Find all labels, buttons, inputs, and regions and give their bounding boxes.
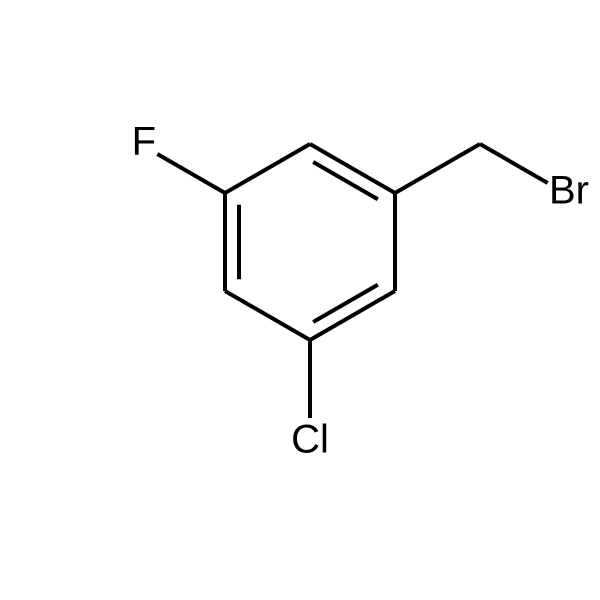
atom-label-br: Br — [549, 169, 589, 213]
bonds-layer — [157, 144, 547, 418]
atom-label-f: F — [132, 120, 156, 164]
molecule-diagram: Br Cl F — [0, 0, 600, 600]
atom-label-cl: Cl — [291, 418, 329, 462]
